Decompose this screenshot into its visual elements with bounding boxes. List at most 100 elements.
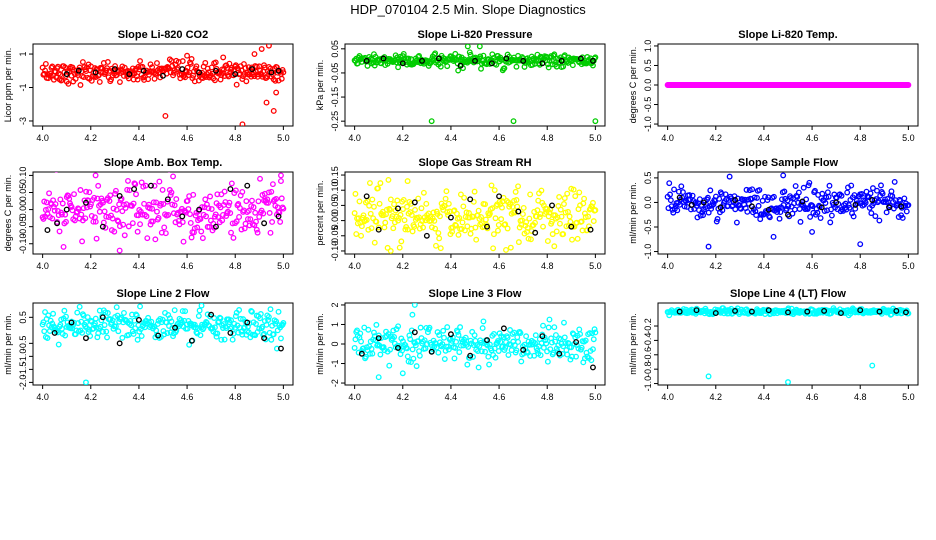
data-point: [276, 209, 283, 216]
x-tick-label: 4.4: [133, 261, 146, 271]
data-point: [125, 223, 132, 230]
data-point: [119, 334, 126, 341]
data-point: [905, 202, 912, 208]
data-point: [787, 194, 794, 201]
data-point: [884, 195, 891, 202]
data-point: [452, 344, 459, 351]
data-point: [217, 76, 224, 83]
data-point: [130, 331, 137, 337]
data-point: [368, 225, 375, 232]
x-tick-label: 5.0: [277, 392, 290, 402]
x-tick-label: 4.6: [493, 261, 506, 271]
data-point: [814, 209, 821, 216]
data-point: [441, 356, 448, 362]
highlight-point: [785, 309, 791, 316]
data-point: [822, 200, 829, 206]
plot-frame: [32, 171, 294, 255]
data-point: [420, 189, 427, 196]
data-point: [471, 188, 478, 195]
data-point: [221, 336, 228, 343]
data-point: [809, 203, 816, 210]
data-point: [512, 188, 519, 195]
data-point: [501, 65, 508, 72]
panel-1: Slope Li-820 CO2 4.0 4.2 4.4 4.6 4.8 5.0 1 -1 -3 L…: [3, 29, 294, 143]
y-axis-label: ml/min per min.: [315, 313, 325, 375]
data-point: [92, 218, 99, 225]
data-point: [785, 202, 792, 209]
outlier-point: [278, 172, 284, 179]
data-point: [152, 236, 159, 243]
outlier-point: [265, 44, 272, 49]
data-point: [482, 201, 489, 208]
y-tick-label: 0.5: [643, 172, 653, 185]
data-point: [436, 332, 443, 339]
data-point: [391, 201, 398, 208]
data-point: [872, 213, 879, 220]
data-point: [260, 210, 267, 217]
data-point: [356, 198, 363, 205]
y-tick-label: -3: [18, 117, 28, 125]
x-tick-label: 5.0: [589, 392, 602, 402]
data-point: [119, 208, 126, 215]
highlight-point: [717, 204, 724, 211]
x-tick-label: 4.0: [348, 133, 361, 143]
outlier-point: [162, 113, 169, 119]
data-point: [51, 207, 58, 214]
highlight-point: [92, 69, 99, 76]
data-point: [76, 303, 83, 310]
data-point: [137, 58, 144, 64]
data-point: [151, 75, 158, 82]
data-point: [110, 205, 117, 212]
data-point: [188, 56, 195, 62]
data-point: [828, 212, 835, 219]
data-point: [182, 308, 189, 315]
data-point: [249, 308, 255, 315]
outlier-point: [705, 243, 712, 250]
data-point: [79, 59, 86, 65]
data-point: [187, 211, 193, 218]
outlier-point: [375, 374, 382, 381]
data-point: [459, 219, 466, 226]
data-point: [116, 79, 123, 85]
x-tick-label: 4.2: [85, 261, 98, 271]
data-point: [588, 357, 595, 364]
y-tick-label: 0.10: [18, 167, 28, 185]
data-point: [270, 331, 277, 338]
data-point: [445, 200, 452, 207]
outlier-point: [455, 67, 462, 74]
data-point: [532, 219, 538, 226]
x-tick-label: 5.0: [589, 133, 602, 143]
data-point: [433, 242, 439, 249]
highlight-point: [903, 309, 909, 316]
outlier-point: [592, 118, 599, 125]
data-point: [461, 227, 468, 234]
highlight-point: [472, 57, 478, 64]
data-point: [138, 333, 145, 340]
highlight-point: [99, 314, 106, 321]
data-point: [190, 191, 197, 198]
data-point: [490, 331, 497, 337]
data-point: [576, 326, 583, 333]
highlight-point: [435, 55, 442, 62]
data-point: [91, 194, 98, 201]
data-point: [124, 186, 131, 193]
data-point: [212, 59, 219, 66]
data-point: [371, 329, 377, 336]
x-tick-label: 4.4: [133, 133, 146, 143]
data-point: [707, 187, 714, 194]
highlight-point: [549, 202, 555, 209]
data-point: [417, 324, 424, 331]
data-point: [103, 328, 110, 335]
data-point: [868, 210, 875, 217]
data-point: [751, 194, 758, 201]
panel-7: Slope Line 2 Flow 4.0 4.2 4.4 4.6 4.8 5.0 0.5 -0…: [3, 288, 294, 402]
data-point: [208, 206, 215, 212]
highlight-point: [261, 335, 268, 342]
data-point: [558, 213, 565, 220]
data-point: [396, 244, 403, 251]
data-point: [180, 238, 187, 245]
data-point: [806, 179, 813, 186]
data-point: [776, 215, 783, 222]
data-point: [247, 216, 254, 223]
highlight-point: [380, 55, 387, 62]
